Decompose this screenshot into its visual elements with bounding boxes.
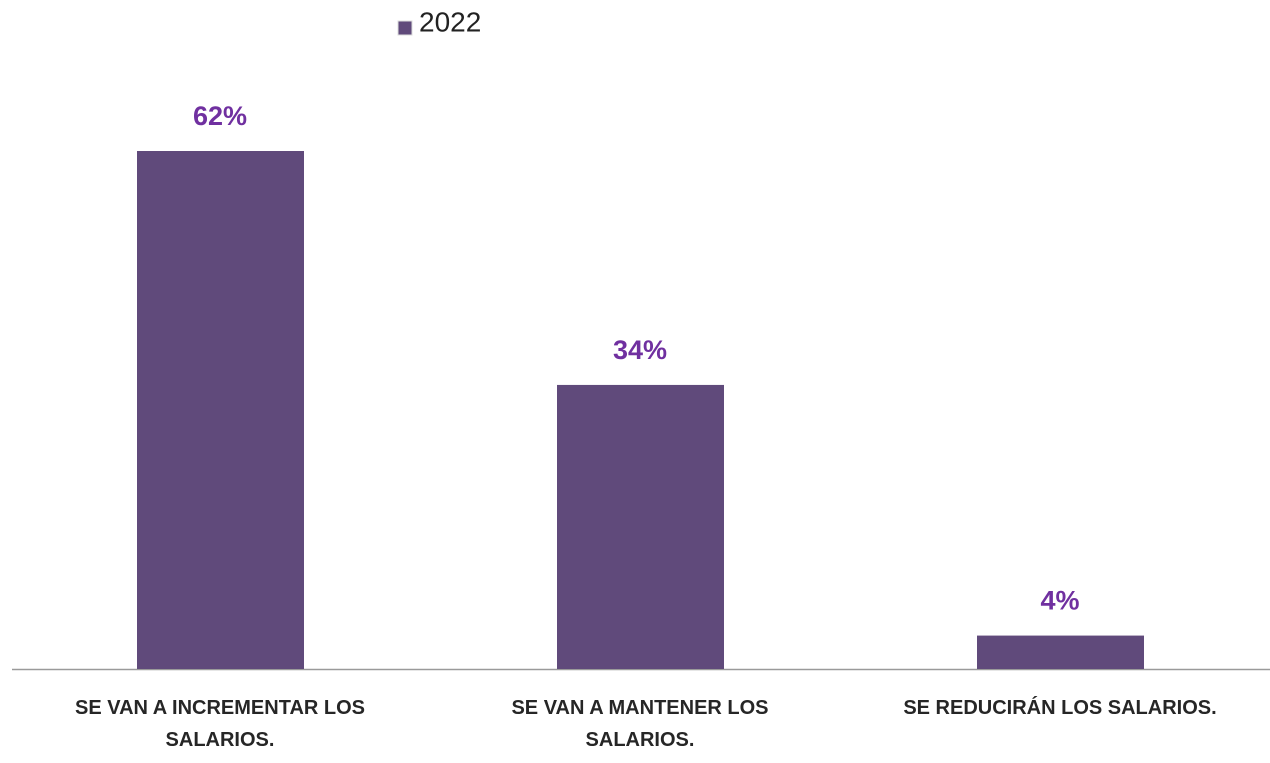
x-tick-label: SE REDUCIRÁN LOS SALARIOS. [903, 697, 1217, 719]
x-tick-label: SE VAN A MANTENER LOS SALARIOS. [511, 697, 769, 751]
legend-swatch [397, 20, 413, 36]
value-label: 4% [1040, 586, 1079, 616]
value-label: 34% [613, 335, 667, 365]
bar [137, 151, 304, 669]
value-label: 62% [193, 101, 247, 131]
bar [977, 635, 1144, 669]
legend-label: 2022 [419, 6, 481, 37]
x-tick-label: SE VAN A INCREMENTAR LOS SALARIOS. [74, 697, 365, 751]
bar [557, 384, 724, 669]
